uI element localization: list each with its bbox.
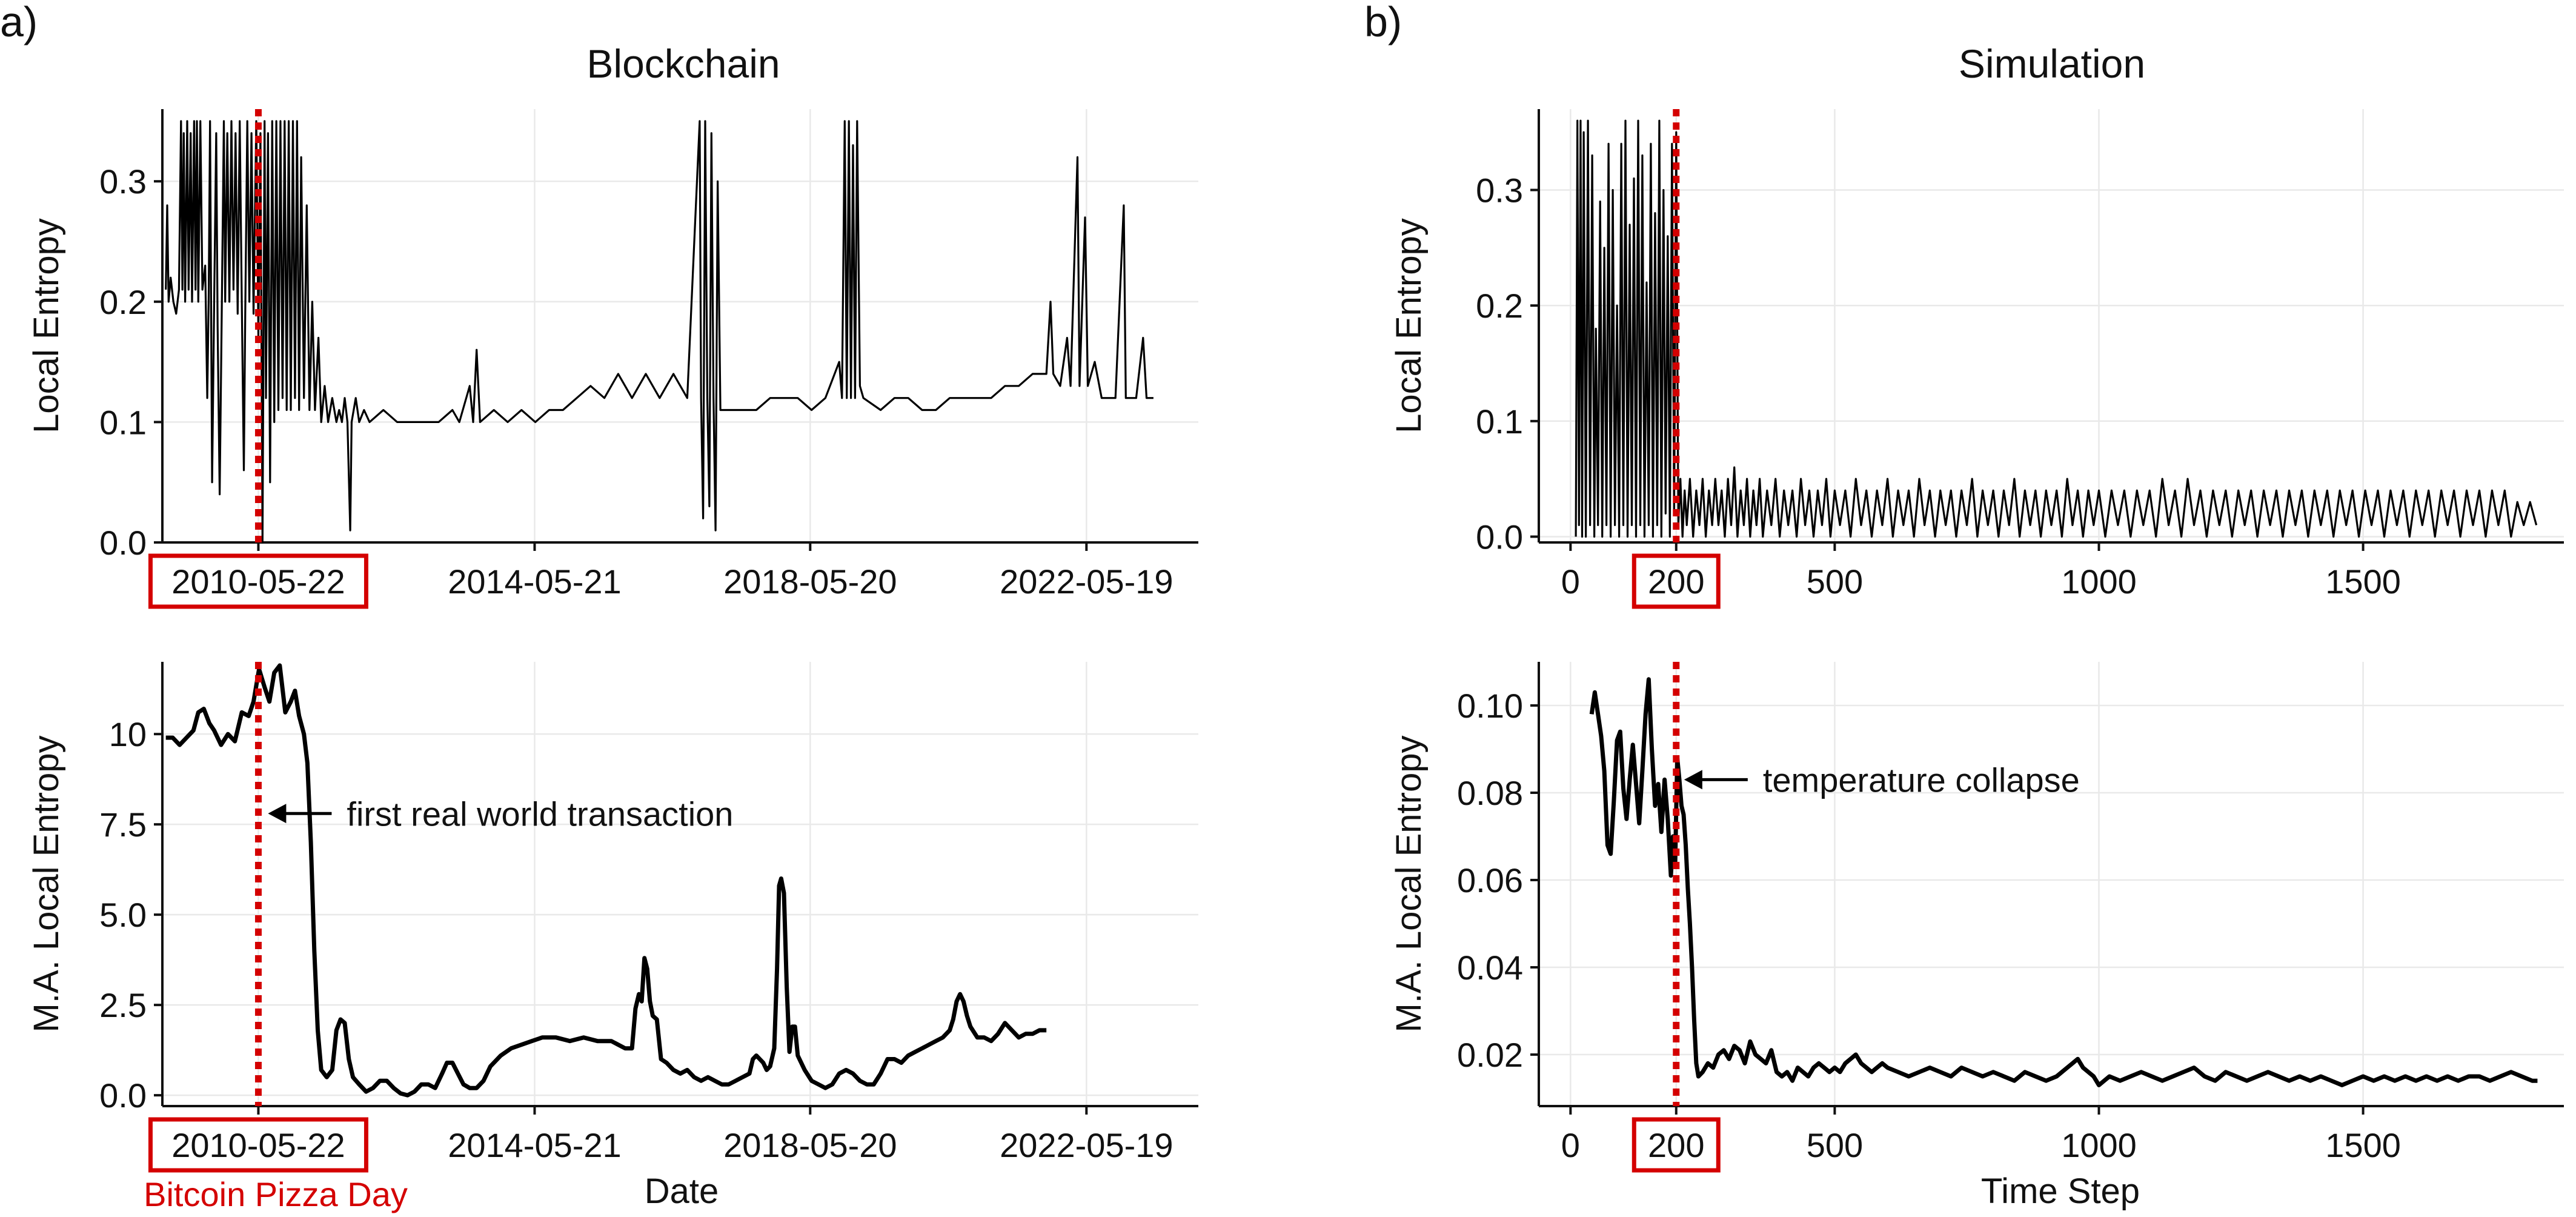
x-tick-label: 2018-05-20 — [723, 562, 897, 601]
y-tick-label: 0.3 — [1476, 171, 1523, 209]
annotation-text: temperature collapse — [1763, 761, 2080, 799]
y-axis-label: M.A. Local Entropy — [1389, 736, 1429, 1033]
y-axis-label: Local Entropy — [27, 218, 66, 433]
x-tick-label: 2014-05-21 — [448, 1126, 621, 1164]
y-tick-label: 0.0 — [99, 524, 147, 562]
series-line — [165, 120, 1154, 544]
annotation-arrowhead — [268, 804, 287, 824]
panel-b-title: Simulation — [1959, 41, 2145, 86]
panel-a-letter: a) — [0, 0, 38, 45]
y-tick-label: 0.08 — [1457, 774, 1523, 812]
y-tick-label: 7.5 — [99, 805, 147, 844]
x-tick-label: 1500 — [2325, 1126, 2401, 1164]
y-tick-label: 0.10 — [1457, 687, 1523, 725]
plot-blockchain-ma-local-entropy: 0.0 2.5 5.0 7.5 10 2010-05-22 2014-05-21 2018-0… — [27, 662, 1198, 1173]
x-tick-label: 200 — [1648, 562, 1704, 601]
x-tick-label: 200 — [1648, 1126, 1704, 1164]
plot-simulation-local-entropy: 0.0 0.1 0.2 0.3 0 200 500 1000 1500 Local Entropy — [1389, 109, 2564, 609]
y-tick-label: 0.0 — [1476, 518, 1523, 556]
y-tick-label: 0.2 — [99, 283, 147, 321]
x-tick-label: 0 — [1561, 1126, 1580, 1164]
panel-a-title: Blockchain — [586, 41, 780, 86]
x-tick-label: 1000 — [2061, 562, 2137, 601]
x-tick-label: 1500 — [2325, 562, 2401, 601]
y-tick-label: 0.02 — [1457, 1036, 1523, 1074]
annotation-text: first real world transaction — [347, 795, 733, 833]
highlighted-tick-box — [1632, 1117, 1721, 1173]
y-tick-label: 2.5 — [99, 986, 147, 1024]
y-axis-label: Local Entropy — [1389, 218, 1429, 433]
y-tick-label: 0.04 — [1457, 949, 1523, 987]
y-tick-label: 0.3 — [99, 162, 147, 201]
y-tick-label: 0.2 — [1476, 287, 1523, 325]
x-tick-label: 2014-05-21 — [448, 562, 621, 601]
y-tick-label: 5.0 — [99, 896, 147, 934]
y-tick-label: 0.1 — [99, 403, 147, 441]
panel-b-x-label: Time Step — [1981, 1172, 2140, 1211]
y-tick-label: 0.0 — [99, 1076, 147, 1115]
x-tick-label: 500 — [1807, 562, 1863, 601]
series-line — [1575, 119, 2538, 538]
x-tick-label: 2010-05-22 — [171, 562, 345, 601]
x-tick-label: 2022-05-19 — [1000, 1126, 1173, 1164]
highlighted-tick-box — [148, 553, 368, 609]
y-tick-label: 0.06 — [1457, 861, 1523, 899]
x-tick-label: 1000 — [2061, 1126, 2137, 1164]
panel-b-letter: b) — [1364, 0, 1402, 45]
highlighted-tick-box — [1632, 553, 1721, 609]
annotation-arrowhead — [1684, 770, 1702, 790]
x-tick-label: 2010-05-22 — [171, 1126, 345, 1164]
y-tick-label: 0.1 — [1476, 402, 1523, 441]
series-line — [165, 663, 1047, 1098]
series-line — [1589, 677, 2538, 1087]
x-tick-label: 0 — [1561, 562, 1580, 601]
y-tick-label: 10 — [109, 715, 147, 753]
event-label: Bitcoin Pizza Day — [144, 1175, 408, 1213]
x-tick-label: 2018-05-20 — [723, 1126, 897, 1164]
panel-a-x-label: Date — [645, 1172, 719, 1211]
x-tick-label: 2022-05-19 — [1000, 562, 1173, 601]
plot-blockchain-local-entropy: 0.0 0.1 0.2 0.3 2010-05-22 2014-05-21 2018-05-… — [27, 109, 1198, 609]
y-axis-label: M.A. Local Entropy — [27, 736, 66, 1033]
x-tick-label: 500 — [1807, 1126, 1863, 1164]
plot-simulation-ma-local-entropy: 0.02 0.04 0.06 0.08 0.10 0 200 500 1000 1500 M.A. … — [1389, 662, 2564, 1173]
highlighted-tick-box — [148, 1117, 368, 1173]
